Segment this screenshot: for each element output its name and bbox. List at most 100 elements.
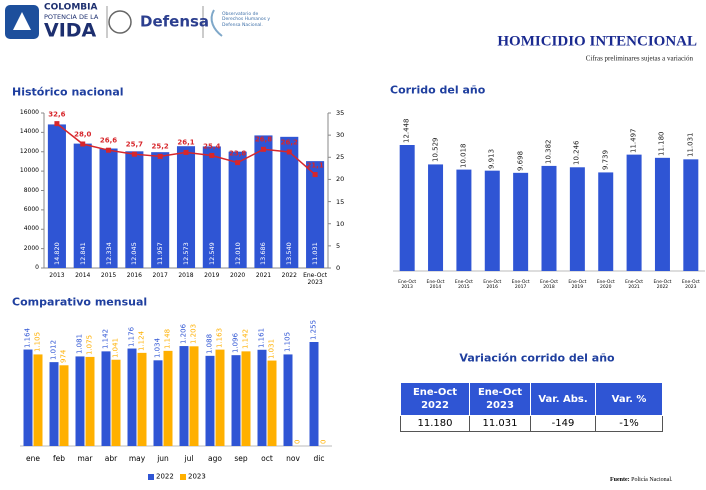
chart-title: Comparativo mensual bbox=[12, 295, 148, 309]
bar bbox=[163, 350, 173, 446]
bar bbox=[215, 349, 225, 446]
page-subtitle: Cifras preliminares sujetas a variación bbox=[585, 54, 693, 63]
bar bbox=[127, 348, 137, 446]
y-tick-label: 10000 bbox=[19, 167, 39, 175]
y2-tick-label: 30 bbox=[336, 130, 345, 139]
bar bbox=[484, 170, 500, 271]
bar-label: 11.180 bbox=[657, 131, 666, 156]
bar-label: 9.739 bbox=[601, 150, 610, 171]
bar bbox=[189, 346, 199, 446]
source: Fuente: Policía Nacional. bbox=[610, 477, 673, 483]
bar-label: 1.088 bbox=[205, 333, 214, 354]
bar bbox=[49, 362, 59, 446]
rate-marker bbox=[260, 146, 266, 152]
bar-label: 9.913 bbox=[487, 148, 496, 169]
y2-tick-label: 10 bbox=[336, 219, 345, 228]
bar-label: 9.698 bbox=[516, 150, 525, 171]
bar-label: 1.206 bbox=[179, 324, 188, 345]
bar bbox=[85, 356, 95, 446]
y-tick-label: 8000 bbox=[23, 186, 39, 194]
bar-label: 12.841 bbox=[78, 242, 87, 265]
bar bbox=[151, 152, 170, 268]
rate-label: 32,6 bbox=[48, 110, 66, 119]
x-tick-label: Ene-Oct 2019 bbox=[568, 280, 587, 291]
bar-label: 12.045 bbox=[130, 242, 139, 265]
legend-swatch bbox=[180, 474, 186, 480]
source-text: Policía Nacional. bbox=[631, 477, 673, 483]
bar bbox=[626, 154, 642, 271]
y-tick-label: 6000 bbox=[23, 205, 39, 213]
bar-label: 1.163 bbox=[215, 327, 224, 348]
bar-label: 13.686 bbox=[259, 242, 268, 265]
rate-label: 25,7 bbox=[125, 140, 143, 149]
bar bbox=[598, 172, 614, 271]
page-title: HOMICIDIO INTENCIONAL bbox=[497, 33, 697, 50]
table-cell: 11.031 bbox=[469, 415, 531, 432]
bar bbox=[59, 365, 69, 446]
y-tick-label: 16000 bbox=[19, 109, 39, 116]
bar bbox=[111, 359, 121, 446]
header-text: Ene-Oct 2022 bbox=[412, 387, 458, 411]
bar-label: 12.010 bbox=[233, 242, 242, 265]
bar bbox=[73, 143, 92, 268]
bar bbox=[654, 157, 670, 271]
bar-label: 12.334 bbox=[104, 242, 113, 265]
bar bbox=[228, 151, 247, 268]
x-tick-label: 2022 bbox=[281, 272, 297, 279]
x-tick-label: jun bbox=[157, 454, 169, 463]
x-tick-label: Ene-Oct 2015 bbox=[454, 280, 473, 291]
x-tick-label: Ene-Oct 2023 bbox=[681, 280, 700, 291]
rate-marker bbox=[106, 147, 112, 153]
chart-title: Corrido del año bbox=[390, 83, 486, 97]
bar bbox=[254, 135, 273, 268]
bar-label: 1.105 bbox=[283, 332, 292, 353]
bar-label: 1.105 bbox=[33, 332, 42, 353]
bar bbox=[125, 151, 144, 268]
rate-label: 25,4 bbox=[203, 142, 221, 150]
bar-label: 1.081 bbox=[75, 334, 84, 355]
legend-label: 2023 bbox=[188, 472, 206, 481]
chart-title: Histórico nacional bbox=[12, 85, 124, 99]
table-cell: -149 bbox=[530, 415, 596, 432]
bar bbox=[176, 146, 196, 268]
bar-label: 12.448 bbox=[402, 118, 411, 144]
table-cell: -1% bbox=[595, 415, 663, 432]
x-tick-label: 2014 bbox=[75, 272, 91, 279]
bar-label: 1.148 bbox=[163, 328, 172, 349]
table-header: Var. % bbox=[595, 382, 663, 416]
x-tick-label: oct bbox=[261, 454, 273, 463]
y-tick-label: 4000 bbox=[23, 225, 39, 233]
x-tick-label: Ene-Oct 2023 bbox=[303, 272, 328, 287]
bar-label: 10.382 bbox=[544, 139, 553, 164]
bar bbox=[456, 169, 472, 271]
bar bbox=[280, 136, 299, 268]
bar-label: 12.549 bbox=[207, 242, 216, 265]
observatory: Observatorio de Derechos Humanos y Defen… bbox=[222, 12, 271, 28]
x-tick-label: may bbox=[128, 454, 146, 463]
table-header: Var. Abs. bbox=[530, 382, 596, 416]
x-tick-label: nov bbox=[286, 454, 300, 463]
x-tick-label: 2019 bbox=[204, 272, 220, 279]
rate-marker bbox=[183, 149, 189, 155]
x-tick-label: mar bbox=[77, 454, 93, 463]
y2-tick-label: 20 bbox=[336, 175, 345, 184]
bar-label: 1.041 bbox=[111, 337, 120, 358]
bar-label: 974 bbox=[59, 349, 68, 364]
x-tick-label: dic bbox=[313, 454, 325, 463]
bar-label: 11.957 bbox=[155, 242, 164, 265]
rate-label: 26,8 bbox=[254, 135, 273, 144]
rate-marker bbox=[312, 172, 318, 178]
x-tick-label: Ene-Oct 2022 bbox=[653, 280, 672, 291]
y2-tick-label: 0 bbox=[336, 263, 341, 272]
y-tick-label: 14000 bbox=[19, 128, 39, 136]
x-tick-label: abr bbox=[104, 454, 118, 463]
bar bbox=[309, 342, 319, 446]
bar bbox=[267, 360, 277, 446]
rate-marker bbox=[286, 149, 292, 155]
bar bbox=[202, 146, 221, 268]
rate-label: 25,2 bbox=[151, 142, 169, 151]
bar-label: 1.142 bbox=[241, 329, 250, 350]
bar bbox=[33, 354, 43, 446]
bar-label: 10.018 bbox=[459, 143, 468, 168]
rate-label: 28,0 bbox=[74, 130, 92, 139]
